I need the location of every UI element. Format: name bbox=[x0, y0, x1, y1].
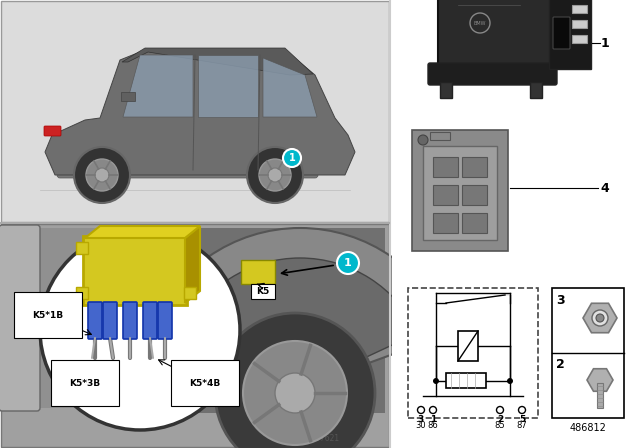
Circle shape bbox=[596, 314, 604, 322]
Polygon shape bbox=[263, 58, 317, 117]
Text: 2: 2 bbox=[497, 415, 503, 424]
Circle shape bbox=[418, 135, 428, 145]
FancyBboxPatch shape bbox=[458, 331, 478, 361]
Text: K5*1B: K5*1B bbox=[33, 310, 63, 319]
FancyBboxPatch shape bbox=[423, 146, 497, 240]
Circle shape bbox=[243, 341, 347, 445]
Circle shape bbox=[86, 159, 118, 191]
Polygon shape bbox=[123, 55, 193, 117]
FancyBboxPatch shape bbox=[121, 92, 135, 101]
Text: 86: 86 bbox=[428, 421, 438, 430]
Text: K5*4B: K5*4B bbox=[189, 379, 221, 388]
FancyBboxPatch shape bbox=[83, 236, 187, 305]
Circle shape bbox=[337, 252, 359, 274]
FancyBboxPatch shape bbox=[76, 287, 88, 299]
FancyBboxPatch shape bbox=[103, 302, 117, 339]
Text: 1: 1 bbox=[289, 153, 296, 163]
Polygon shape bbox=[85, 226, 200, 238]
FancyBboxPatch shape bbox=[572, 35, 587, 43]
FancyBboxPatch shape bbox=[241, 260, 275, 284]
Text: 85: 85 bbox=[495, 421, 506, 430]
Text: K5*3B: K5*3B bbox=[69, 379, 100, 388]
FancyBboxPatch shape bbox=[438, 0, 552, 70]
FancyBboxPatch shape bbox=[572, 20, 587, 28]
Circle shape bbox=[40, 230, 240, 430]
FancyBboxPatch shape bbox=[184, 287, 196, 299]
Text: 87: 87 bbox=[516, 421, 527, 430]
FancyBboxPatch shape bbox=[158, 302, 172, 339]
Circle shape bbox=[275, 373, 315, 413]
Circle shape bbox=[268, 168, 282, 182]
Circle shape bbox=[507, 378, 513, 384]
FancyBboxPatch shape bbox=[57, 144, 318, 178]
Text: 486812: 486812 bbox=[570, 423, 607, 433]
FancyBboxPatch shape bbox=[433, 185, 458, 205]
Circle shape bbox=[74, 147, 130, 203]
Text: 3: 3 bbox=[418, 415, 424, 424]
FancyBboxPatch shape bbox=[440, 82, 452, 98]
Text: 3: 3 bbox=[556, 294, 564, 307]
FancyBboxPatch shape bbox=[433, 157, 458, 177]
Circle shape bbox=[518, 406, 525, 414]
Circle shape bbox=[592, 310, 608, 326]
Circle shape bbox=[215, 313, 375, 448]
Polygon shape bbox=[45, 50, 355, 175]
Circle shape bbox=[429, 406, 436, 414]
Circle shape bbox=[247, 147, 303, 203]
Bar bbox=[1, 1, 389, 222]
Bar bbox=[408, 288, 538, 418]
FancyBboxPatch shape bbox=[572, 5, 587, 13]
Circle shape bbox=[497, 406, 504, 414]
FancyBboxPatch shape bbox=[430, 132, 450, 140]
Text: 2: 2 bbox=[556, 358, 564, 371]
Circle shape bbox=[95, 168, 109, 182]
Text: K5: K5 bbox=[257, 287, 269, 296]
FancyBboxPatch shape bbox=[462, 213, 487, 233]
Text: 30: 30 bbox=[416, 421, 426, 430]
Polygon shape bbox=[185, 226, 200, 303]
FancyBboxPatch shape bbox=[433, 213, 458, 233]
Text: 5: 5 bbox=[519, 415, 525, 424]
FancyBboxPatch shape bbox=[412, 130, 508, 251]
FancyBboxPatch shape bbox=[462, 157, 487, 177]
FancyBboxPatch shape bbox=[553, 17, 570, 49]
Bar bbox=[597, 383, 603, 408]
Text: BMW: BMW bbox=[474, 21, 486, 26]
Circle shape bbox=[259, 159, 291, 191]
FancyBboxPatch shape bbox=[0, 225, 40, 411]
FancyBboxPatch shape bbox=[143, 302, 157, 339]
Text: 4: 4 bbox=[600, 181, 609, 194]
FancyBboxPatch shape bbox=[428, 63, 557, 85]
Text: 1: 1 bbox=[600, 36, 609, 49]
Wedge shape bbox=[182, 258, 418, 388]
FancyBboxPatch shape bbox=[2, 228, 102, 408]
Bar bbox=[1, 224, 389, 447]
FancyBboxPatch shape bbox=[549, 0, 591, 69]
FancyBboxPatch shape bbox=[88, 302, 102, 339]
FancyBboxPatch shape bbox=[76, 242, 88, 254]
Circle shape bbox=[283, 149, 301, 167]
Polygon shape bbox=[198, 55, 258, 117]
Bar bbox=[392, 0, 640, 448]
Circle shape bbox=[433, 378, 439, 384]
FancyBboxPatch shape bbox=[446, 373, 486, 388]
Text: 1: 1 bbox=[344, 258, 352, 268]
FancyBboxPatch shape bbox=[251, 284, 275, 299]
FancyBboxPatch shape bbox=[462, 185, 487, 205]
Polygon shape bbox=[122, 48, 313, 75]
Wedge shape bbox=[150, 228, 451, 388]
FancyBboxPatch shape bbox=[155, 228, 385, 413]
FancyBboxPatch shape bbox=[530, 82, 542, 98]
Circle shape bbox=[417, 406, 424, 414]
Bar bbox=[552, 288, 624, 418]
FancyBboxPatch shape bbox=[123, 302, 137, 339]
Text: EO0000007621: EO0000007621 bbox=[280, 434, 340, 443]
FancyBboxPatch shape bbox=[44, 126, 61, 136]
Text: 1: 1 bbox=[430, 415, 436, 424]
